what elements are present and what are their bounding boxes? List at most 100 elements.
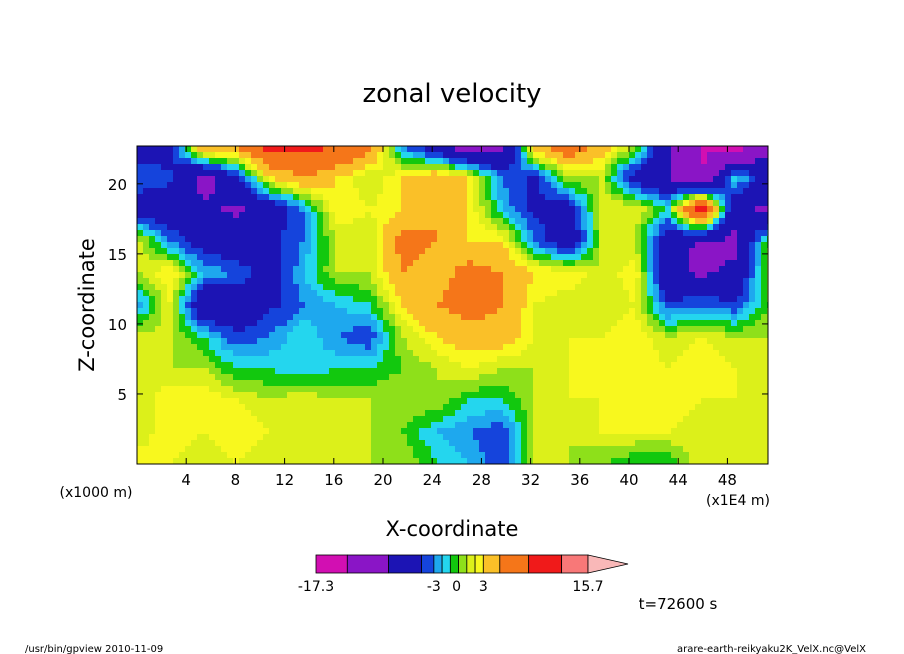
field-cell xyxy=(425,272,432,279)
field-cell xyxy=(341,344,348,351)
field-cell xyxy=(299,338,306,345)
field-cell xyxy=(617,356,624,363)
field-cell xyxy=(401,296,408,303)
field-cell xyxy=(221,248,228,255)
field-cell xyxy=(479,176,486,183)
field-cell xyxy=(221,362,228,369)
field-cell xyxy=(731,248,738,255)
field-cell xyxy=(287,422,294,429)
field-cell xyxy=(563,290,570,297)
field-cell xyxy=(335,242,342,249)
field-cell xyxy=(563,392,570,399)
field-cell xyxy=(281,380,288,387)
field-cell xyxy=(497,158,504,165)
field-cell xyxy=(209,194,216,201)
field-cell xyxy=(359,284,366,291)
field-cell xyxy=(161,218,168,225)
field-cell xyxy=(563,206,570,213)
field-cell xyxy=(635,356,642,363)
field-cell xyxy=(233,338,240,345)
field-cell xyxy=(197,428,204,435)
field-cell xyxy=(743,302,750,309)
field-cell xyxy=(161,392,168,399)
field-cell xyxy=(491,410,498,417)
field-cell xyxy=(395,398,402,405)
field-cell xyxy=(455,392,462,399)
field-cell xyxy=(641,146,648,153)
field-cell xyxy=(179,224,186,231)
field-cell xyxy=(737,254,744,261)
field-cell xyxy=(251,152,258,159)
field-cell xyxy=(377,254,384,261)
field-cell xyxy=(401,350,408,357)
field-cell xyxy=(389,320,396,327)
field-cell xyxy=(353,284,360,291)
field-cell xyxy=(647,188,654,195)
field-cell xyxy=(725,422,732,429)
field-cell xyxy=(221,164,228,171)
field-cell xyxy=(653,152,660,159)
field-cell xyxy=(491,386,498,393)
field-cell xyxy=(197,206,204,213)
field-cell xyxy=(647,386,654,393)
field-cell xyxy=(227,374,234,381)
field-cell xyxy=(743,188,750,195)
field-cell xyxy=(755,236,762,243)
field-cell xyxy=(245,314,252,321)
field-cell xyxy=(401,380,408,387)
field-cell xyxy=(203,200,210,207)
field-cell xyxy=(161,422,168,429)
field-cell xyxy=(635,182,642,189)
field-cell xyxy=(599,284,606,291)
field-cell xyxy=(731,218,738,225)
field-cell xyxy=(491,212,498,219)
field-cell xyxy=(227,206,234,213)
field-cell xyxy=(683,182,690,189)
field-cell xyxy=(467,284,474,291)
field-cell xyxy=(335,350,342,357)
field-cell xyxy=(593,326,600,333)
field-cell xyxy=(413,356,420,363)
field-cell xyxy=(155,254,162,261)
field-cell xyxy=(353,380,360,387)
field-cell xyxy=(683,152,690,159)
field-cell xyxy=(623,386,630,393)
field-cell xyxy=(653,350,660,357)
field-cell xyxy=(551,152,558,159)
field-cell xyxy=(683,266,690,273)
field-cell xyxy=(203,170,210,177)
field-cell xyxy=(233,386,240,393)
field-cell xyxy=(737,386,744,393)
field-cell xyxy=(305,356,312,363)
field-cell xyxy=(713,416,720,423)
field-cell xyxy=(503,338,510,345)
field-cell xyxy=(407,368,414,375)
field-cell xyxy=(251,380,258,387)
field-cell xyxy=(371,158,378,165)
field-cell xyxy=(683,248,690,255)
field-cell xyxy=(431,164,438,171)
field-cell xyxy=(143,272,150,279)
field-cell xyxy=(485,152,492,159)
field-cell xyxy=(713,146,720,153)
field-cell xyxy=(599,368,606,375)
field-cell xyxy=(677,146,684,153)
field-cell xyxy=(413,380,420,387)
field-cell xyxy=(191,392,198,399)
field-cell xyxy=(311,332,318,339)
field-cell xyxy=(521,224,528,231)
field-cell xyxy=(653,422,660,429)
field-cell xyxy=(473,404,480,411)
field-cell xyxy=(437,224,444,231)
field-cell xyxy=(329,188,336,195)
field-cell xyxy=(659,380,666,387)
field-cell xyxy=(455,302,462,309)
field-cell xyxy=(347,416,354,423)
field-cell xyxy=(149,344,156,351)
field-cell xyxy=(161,278,168,285)
field-cell xyxy=(383,386,390,393)
field-cell xyxy=(317,254,324,261)
field-cell xyxy=(269,170,276,177)
field-cell xyxy=(401,320,408,327)
field-cell xyxy=(209,200,216,207)
